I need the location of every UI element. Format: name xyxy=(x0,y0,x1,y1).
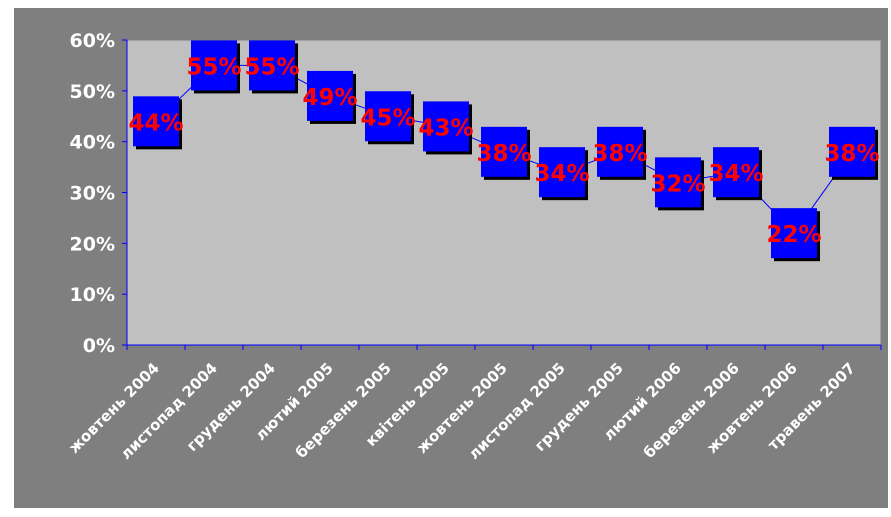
data-point xyxy=(249,40,295,91)
data-label: 34% xyxy=(534,161,589,187)
data-label: 43% xyxy=(418,115,473,141)
data-point xyxy=(597,126,643,177)
data-point xyxy=(423,101,469,152)
y-tick-label: 50% xyxy=(70,81,115,103)
line-chart: 44%55% 55%49%45% 43%38%34%38%32% 34%22%38% … xyxy=(65,30,882,463)
data-label: 32% xyxy=(650,171,705,197)
data-point xyxy=(539,147,585,198)
data-point xyxy=(713,147,759,198)
data-point xyxy=(191,40,237,91)
data-label: 45% xyxy=(360,105,415,131)
data-label: 22% xyxy=(766,222,821,248)
data-point xyxy=(307,70,353,121)
data-label: 44% xyxy=(128,110,183,136)
y-tick-label: 60% xyxy=(70,30,115,52)
data-point xyxy=(481,126,527,177)
y-tick-label: 30% xyxy=(70,183,115,205)
data-point xyxy=(771,208,817,259)
plot-area xyxy=(126,39,882,346)
x-tick-label: листопад 2004 xyxy=(117,359,221,463)
data-label: 34% xyxy=(708,161,763,187)
data-label: 38% xyxy=(592,141,647,167)
y-tick-label: 10% xyxy=(70,284,115,306)
chart-area: 44% 55% 55% 49% 45% 43% 38% 34% 38% 32% 34% 22% 38% … xyxy=(14,8,888,508)
marker-layer xyxy=(133,40,878,262)
data-point xyxy=(133,96,179,147)
y-tick-label: 40% xyxy=(70,132,115,154)
data-label: 55% xyxy=(186,54,241,80)
x-tick-label: листопад 2005 xyxy=(465,359,569,463)
data-label: 38% xyxy=(476,141,531,167)
data-point xyxy=(655,157,701,208)
y-tick-label: 0% xyxy=(83,335,115,357)
data-label: 49% xyxy=(302,85,357,111)
axes xyxy=(122,39,882,350)
data-label: 55% xyxy=(244,54,299,80)
y-tick-label: 20% xyxy=(70,233,115,255)
data-point xyxy=(365,91,411,142)
data-point xyxy=(829,126,875,177)
data-label: 38% xyxy=(824,141,879,167)
data-label-layer: 44%55% 55%49%45% 43%38%34%38%32% 34%22%38% xyxy=(128,54,879,248)
